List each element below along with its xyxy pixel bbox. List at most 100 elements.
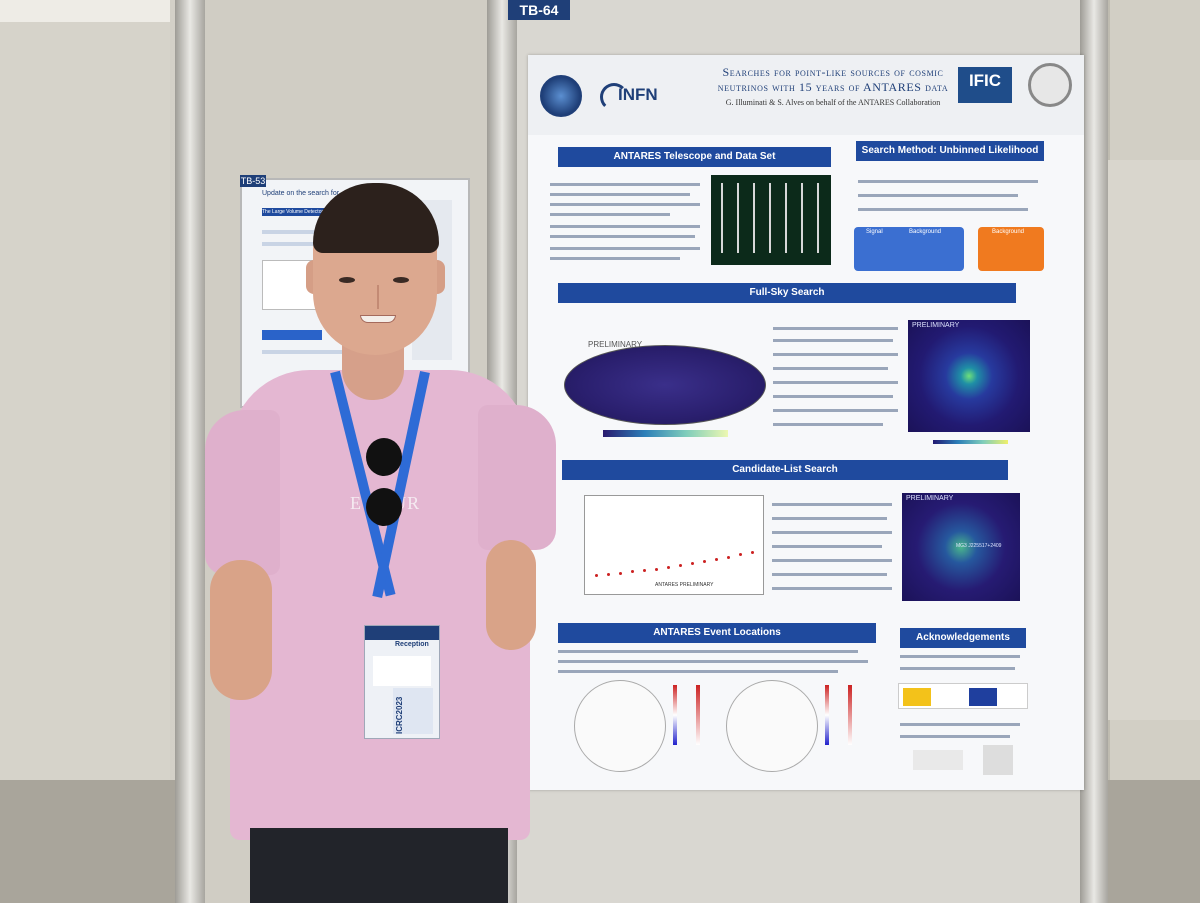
ceiling-light: [0, 0, 170, 22]
person-sleeve-right: [478, 405, 556, 550]
event-colorbar: [696, 685, 700, 745]
text-line: [558, 670, 838, 673]
section-method-heading: Search Method: Unbinned Likelihood: [856, 141, 1044, 161]
person-smile: [360, 315, 396, 323]
event-colorbar: [848, 685, 852, 745]
skymap-colorbar: [603, 430, 728, 437]
signal-background-plot-orange: Background: [978, 227, 1044, 271]
event-location-map-left: [574, 680, 666, 772]
event-colorbar: [673, 685, 677, 745]
hotspot-colorbar: [933, 440, 1008, 444]
infn-logo-text: INFN: [618, 85, 658, 104]
text-line: [773, 409, 898, 412]
antares-logo: [540, 75, 582, 117]
scatter-note: ANTARES PRELIMINARY: [655, 582, 714, 588]
spain-gov-logo: [903, 688, 931, 706]
badge-event-text: ICRC2023: [395, 696, 404, 734]
event-location-map-right: [726, 680, 818, 772]
text-line: [773, 423, 883, 426]
section-ack-heading: Acknowledgements: [900, 628, 1026, 648]
poster-header: INFN Searches for point-like sources of …: [528, 55, 1084, 135]
hotspot-preliminary-label: PRELIMINARY: [912, 322, 960, 329]
board-pole-right: [1080, 0, 1108, 903]
text-line: [772, 503, 892, 506]
candidate-source-label: MG3 J225517+2409: [956, 543, 1002, 549]
badge-header-text: Reception: [395, 641, 429, 648]
event-colorbar: [825, 685, 829, 745]
poster: INFN Searches for point-like sources of …: [528, 55, 1084, 790]
signal-label: Signal: [866, 229, 883, 235]
eu-flag-logo: [969, 688, 997, 706]
text-line: [550, 225, 700, 228]
left-wall-panel: [0, 18, 170, 903]
text-line: [900, 723, 1020, 726]
text-line: [772, 545, 882, 548]
text-line: [773, 339, 893, 342]
telescope-illustration: [711, 175, 831, 265]
poster-title-line2: neutrinos with 15 years of ANTARES data: [717, 80, 949, 94]
text-line: [773, 327, 898, 330]
text-line: [558, 650, 858, 653]
person-arm-right: [486, 540, 536, 650]
far-poster-heading: The Large Volume Detector: [262, 208, 332, 216]
full-sky-map: [564, 345, 766, 425]
board-pole-left: [175, 0, 205, 903]
far-poster-title: Update on the search for: [262, 190, 340, 197]
text-line: [772, 517, 887, 520]
text-line: [550, 247, 700, 250]
background-label: Background: [909, 229, 942, 235]
text-line: [550, 257, 680, 260]
text-line: [772, 587, 892, 590]
text-line: [773, 367, 888, 370]
background-label-orange: Background: [992, 229, 1025, 235]
text-line: [550, 193, 690, 196]
candidate-limits-plot: ANTARES PRELIMINARY: [584, 495, 764, 595]
text-line: [550, 235, 695, 238]
badge-logo-panel: [393, 688, 433, 734]
far-poster-line: [262, 350, 402, 354]
text-line: [772, 559, 892, 562]
text-line: [900, 735, 1010, 738]
likelihood-equation: [858, 170, 1048, 220]
person-arm-left: [210, 560, 272, 700]
funding-logos: [898, 683, 1028, 709]
skymap-preliminary-label: PRELIMINARY: [588, 340, 643, 349]
sunglasses-icon: [364, 438, 404, 530]
text-line: [900, 667, 1015, 670]
person-sleeve-left: [205, 410, 280, 575]
poster-title-line1: Searches for point-like sources of cosmi…: [722, 65, 944, 79]
text-line: [772, 573, 887, 576]
poster-title: Searches for point-like sources of cosmi…: [668, 65, 998, 95]
person-pants: [250, 828, 508, 903]
far-poster-section: [262, 330, 322, 340]
board-tag-main: TB-64: [508, 0, 570, 20]
poster-authors: G. Illuminati & S. Alves on behalf of th…: [725, 98, 941, 107]
generalitat-logo: [913, 750, 963, 770]
text-line: [550, 213, 670, 216]
text-line: [772, 531, 892, 534]
text-line: [773, 353, 898, 356]
text-line: [773, 395, 893, 398]
university-seal-logo: [1028, 63, 1072, 107]
ific-logo: IFIC: [958, 67, 1012, 103]
text-line: [550, 183, 700, 186]
conference-badge: Reception ICRC2023: [364, 625, 440, 739]
badge-header-bar: [365, 626, 439, 640]
signal-background-plot-blue: Signal Background: [854, 227, 964, 271]
text-line: [900, 655, 1020, 658]
badge-name-area: [373, 656, 431, 686]
section-candidates-heading: Candidate-List Search: [562, 460, 1008, 480]
section-telescope-heading: ANTARES Telescope and Data Set: [558, 147, 831, 167]
person-nose: [369, 285, 379, 309]
section-fullsky-heading: Full-Sky Search: [558, 283, 1016, 303]
text-line: [558, 660, 868, 663]
section-events-heading: ANTARES Event Locations: [558, 623, 876, 643]
csic-logo: [983, 745, 1013, 775]
text-line: [773, 381, 898, 384]
hotspot-skymap-fullsky: PRELIMINARY: [908, 320, 1030, 432]
hotspot-skymap-candidate: PRELIMINARY MG3 J225517+2409: [902, 493, 1020, 601]
text-line: [550, 203, 700, 206]
hotspot2-preliminary-label: PRELIMINARY: [906, 495, 954, 502]
person-eye-left: [339, 277, 355, 283]
board-tag-far: TB-53: [240, 175, 266, 187]
